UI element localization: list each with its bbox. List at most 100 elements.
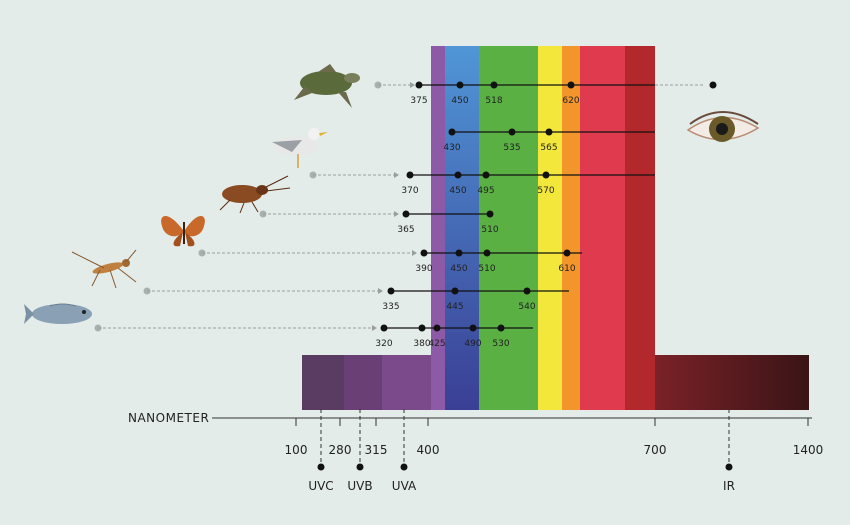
- mosquito-row: 335 445 540: [143, 287, 569, 312]
- human-row: 430 535 565: [443, 128, 655, 153]
- peak-dot: [380, 324, 388, 332]
- uvb-band-dot: [356, 463, 364, 471]
- peak-dot: [415, 81, 423, 89]
- axis-tick-label: 700: [644, 443, 667, 457]
- connector-arrow: [394, 172, 399, 178]
- human-eye-icon: [686, 111, 760, 142]
- peak-label: 370: [401, 186, 418, 196]
- uva-block: [382, 355, 431, 410]
- axis-tick-label: 400: [417, 443, 440, 457]
- dark-red-bar: [625, 46, 655, 410]
- yellow-bar: [538, 46, 562, 410]
- uvb-band-label: UVB: [347, 479, 372, 493]
- peak-label: 495: [477, 186, 494, 196]
- peak-label: 445: [446, 302, 463, 312]
- mosquito-icon: [71, 249, 137, 289]
- peak-label: 390: [415, 264, 432, 274]
- peak-label: 518: [485, 96, 502, 106]
- peak-dot: [402, 210, 410, 218]
- seagull-row: 370 450 495 570: [309, 171, 655, 196]
- blue-bar: [445, 46, 479, 410]
- peak-dot: [420, 249, 428, 257]
- peak-dot: [486, 210, 494, 218]
- axis-title: NANOMETER: [128, 411, 209, 425]
- peak-label: 610: [558, 264, 575, 274]
- axis-tick-label: 315: [365, 443, 388, 457]
- orange-bar: [562, 46, 580, 410]
- peak-label: 510: [481, 225, 498, 235]
- peak-dot: [542, 171, 550, 179]
- uvc-band-label: UVC: [308, 479, 333, 493]
- peak-label: 430: [443, 143, 460, 153]
- connector-arrow: [412, 250, 417, 256]
- axis-bands: UVC UVB UVA IR: [308, 409, 735, 493]
- butterfly-icon: [161, 216, 205, 247]
- peak-label: 380: [413, 339, 430, 349]
- peak-dot: [387, 287, 395, 295]
- connector-arrow: [394, 211, 399, 217]
- butterfly-row: 390 450 510 610: [198, 249, 582, 274]
- axis-ticks: 100 280 315 400 700 1400: [285, 418, 824, 457]
- peak-dot: [490, 81, 498, 89]
- sea-turtle-row: 375 450 518 620: [374, 81, 717, 106]
- connector-arrow: [378, 288, 383, 294]
- axis-tick-label: 100: [285, 443, 308, 457]
- peak-label: 425: [428, 339, 445, 349]
- peak-label: 365: [397, 225, 414, 235]
- red-bar: [580, 46, 625, 410]
- peak-label: 620: [562, 96, 579, 106]
- connector-arrow: [372, 325, 377, 331]
- peak-dot: [497, 324, 505, 332]
- axis-tick-label: 280: [329, 443, 352, 457]
- peak-dot: [469, 324, 477, 332]
- peak-label: 375: [410, 96, 427, 106]
- cockroach-icon: [219, 175, 291, 214]
- cockroach-row: 365 510: [259, 210, 499, 235]
- peak-dot: [482, 171, 490, 179]
- peak-dot: [483, 249, 491, 257]
- peak-dot: [523, 287, 531, 295]
- seagull-icon: [272, 128, 328, 168]
- peak-label: 540: [518, 302, 535, 312]
- peak-label: 450: [449, 186, 466, 196]
- peak-dot: [567, 81, 575, 89]
- peak-label: 530: [492, 339, 509, 349]
- peak-label: 450: [450, 264, 467, 274]
- peak-dot: [406, 171, 414, 179]
- green-bar: [479, 46, 538, 410]
- peak-label: 565: [540, 143, 557, 153]
- peak-label: 320: [375, 339, 392, 349]
- peak-label: 535: [503, 143, 520, 153]
- peak-dot: [433, 324, 441, 332]
- peak-dot: [456, 81, 464, 89]
- uvc-band-dot: [317, 463, 325, 471]
- peak-dot: [451, 287, 459, 295]
- peak-label: 510: [478, 264, 495, 274]
- peak-dot: [448, 128, 456, 136]
- peak-dot: [545, 128, 553, 136]
- peak-dot: [508, 128, 516, 136]
- uva-band-label: UVA: [392, 479, 417, 493]
- peak-dot: [455, 249, 463, 257]
- ir-block: [655, 355, 809, 410]
- uva-band-dot: [400, 463, 408, 471]
- axis-tick-label: 1400: [793, 443, 824, 457]
- peak-label: 490: [464, 339, 481, 349]
- violet-bar: [431, 46, 445, 410]
- peak-label: 335: [382, 302, 399, 312]
- peak-dot: [454, 171, 462, 179]
- ir-band-label: IR: [723, 479, 735, 493]
- peak-label: 450: [451, 96, 468, 106]
- uvb-block: [344, 355, 382, 410]
- connector-arrow: [410, 82, 415, 88]
- ir-band-dot: [725, 463, 733, 471]
- fish-icon: [24, 303, 92, 324]
- peak-label: 570: [537, 186, 554, 196]
- peak-dot: [563, 249, 571, 257]
- peak-dot: [418, 324, 426, 332]
- peak-dot: [709, 81, 717, 89]
- sea-turtle-icon: [294, 64, 360, 108]
